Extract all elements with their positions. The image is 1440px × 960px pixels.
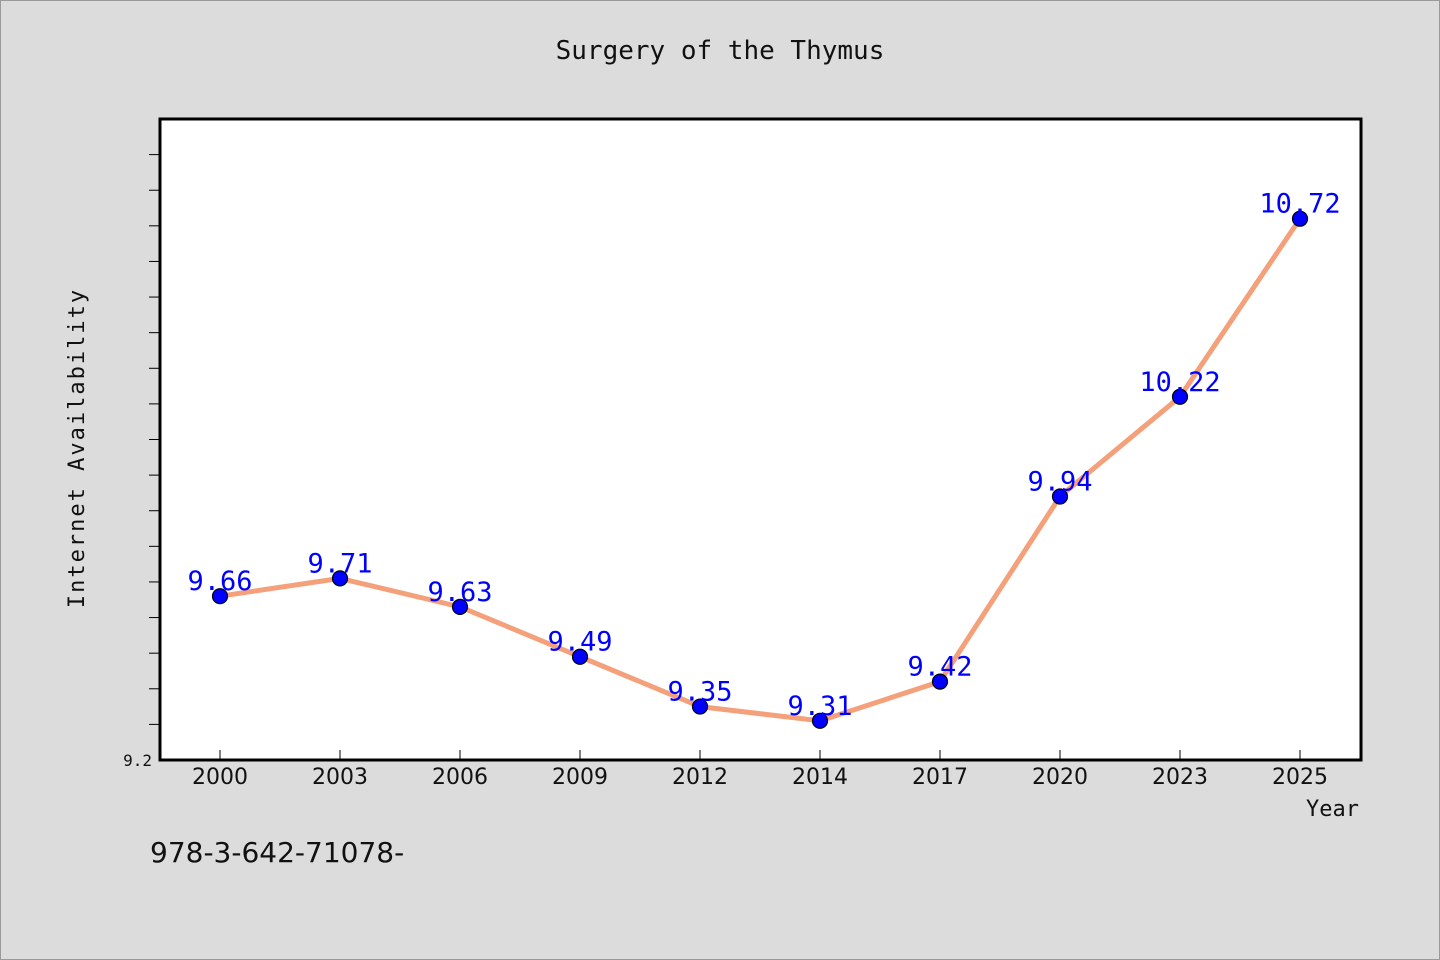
data-point	[211, 588, 229, 605]
data-point	[451, 598, 469, 615]
data-point	[571, 648, 589, 665]
data-label: 9.71	[307, 548, 372, 579]
x-tick-label: 2003	[312, 765, 368, 790]
chart-title: Surgery of the Thymus	[555, 36, 885, 66]
data-point	[1051, 488, 1069, 505]
x-tick-label: 2009	[552, 765, 608, 790]
x-tick-label: 2012	[672, 765, 728, 790]
data-label: 9.63	[427, 577, 492, 608]
data-point	[691, 698, 709, 715]
x-tick-label: 2014	[792, 765, 848, 790]
x-tick-label: 2000	[192, 765, 248, 790]
data-label: 9.94	[1027, 466, 1092, 497]
data-point	[811, 712, 829, 729]
data-point	[931, 673, 949, 690]
x-tick-label: 2025	[1272, 765, 1328, 790]
series-line	[217, 216, 1303, 724]
data-point	[1171, 388, 1189, 405]
data-label: 9.31	[787, 691, 852, 722]
data-label: 9.66	[187, 566, 252, 597]
series-group: 9.66 9.71 9.63 9.49 9.35 9.31 9.42 9.94 10.22 10.…	[187, 189, 1341, 729]
x-tick-label: 2006	[432, 765, 488, 790]
data-point	[1291, 210, 1309, 227]
x-tick-label: 2023	[1152, 765, 1208, 790]
footer-caption: 978-3-642-71078-	[150, 836, 405, 869]
x-axis-ticks: 2000 2003 2006 2009 2012 2014 2017 2020 2023 2025	[192, 750, 1328, 790]
y-axis-label: Internet Availability	[65, 288, 90, 608]
data-point	[331, 570, 349, 587]
data-label: 10.22	[1139, 367, 1220, 398]
data-label: 9.42	[907, 652, 972, 683]
plot-area	[158, 117, 1363, 762]
y-axis-ticks: 9.2	[123, 154, 160, 770]
x-tick-label: 2017	[912, 765, 968, 790]
y-tick-label: 9.2	[123, 751, 152, 770]
data-label: 10.72	[1259, 189, 1340, 220]
data-label: 9.35	[667, 677, 732, 708]
x-axis-label: Year	[1306, 797, 1359, 822]
x-tick-label: 2020	[1032, 765, 1088, 790]
data-label: 9.49	[547, 627, 612, 658]
